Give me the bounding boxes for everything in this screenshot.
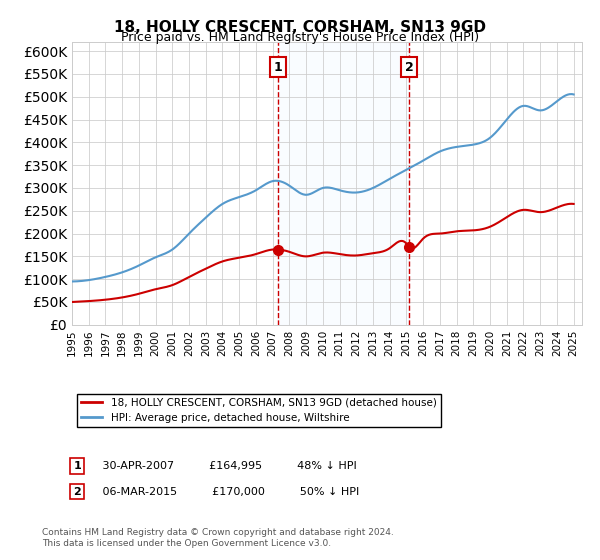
Text: 30-APR-2007          £164,995          48% ↓ HPI: 30-APR-2007 £164,995 48% ↓ HPI [92, 461, 357, 471]
Text: 18, HOLLY CRESCENT, CORSHAM, SN13 9GD: 18, HOLLY CRESCENT, CORSHAM, SN13 9GD [114, 20, 486, 35]
Text: 1: 1 [73, 461, 81, 471]
Text: Price paid vs. HM Land Registry's House Price Index (HPI): Price paid vs. HM Land Registry's House … [121, 31, 479, 44]
Legend: 18, HOLLY CRESCENT, CORSHAM, SN13 9GD (detached house), HPI: Average price, deta: 18, HOLLY CRESCENT, CORSHAM, SN13 9GD (d… [77, 394, 440, 427]
Text: 1: 1 [274, 60, 283, 73]
Text: Contains HM Land Registry data © Crown copyright and database right 2024.
This d: Contains HM Land Registry data © Crown c… [42, 528, 394, 548]
Text: 2: 2 [405, 60, 413, 73]
Bar [278, 42, 409, 325]
Text: 06-MAR-2015          £170,000          50% ↓ HPI: 06-MAR-2015 £170,000 50% ↓ HPI [92, 487, 359, 497]
Text: 2: 2 [73, 487, 81, 497]
